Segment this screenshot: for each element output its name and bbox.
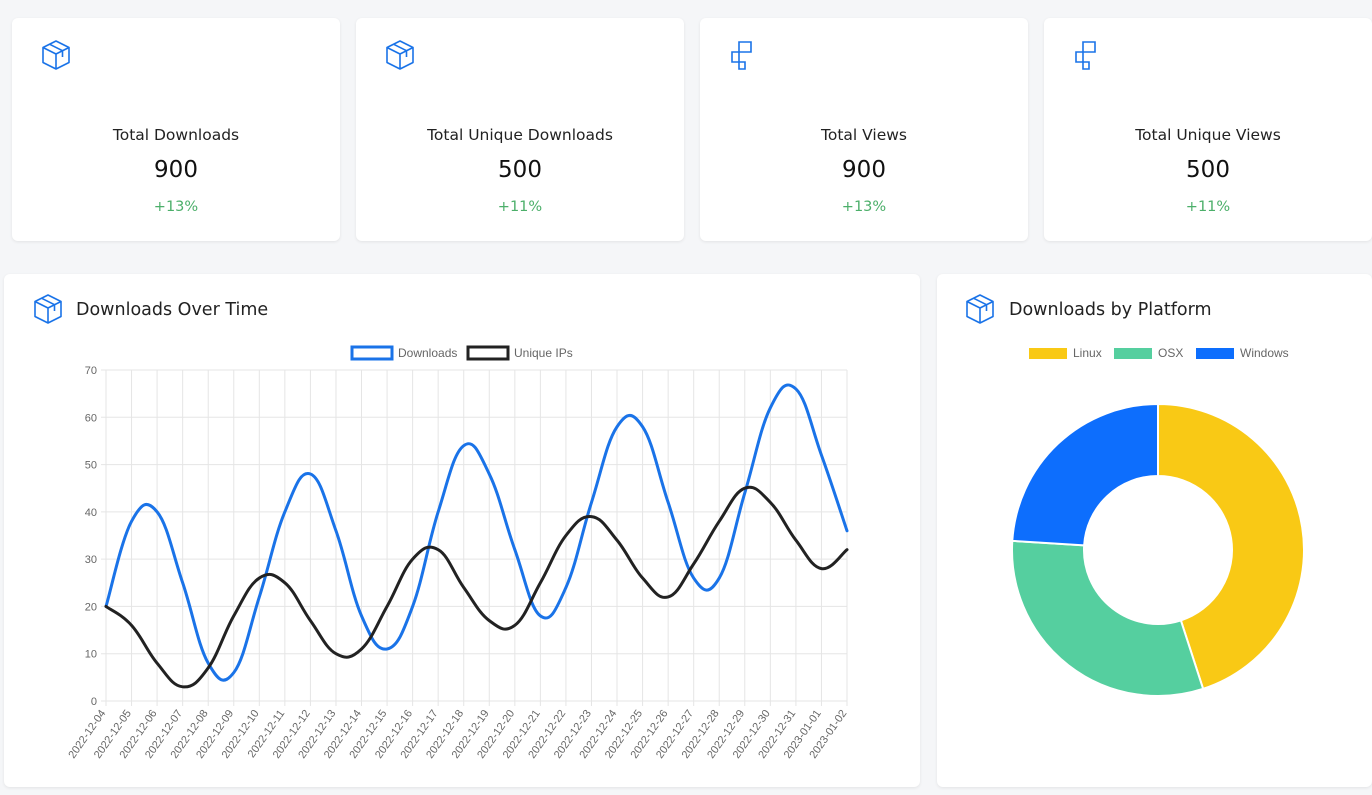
downloads-by-platform-panel: Downloads by Platform Linux OSX Windows [937, 274, 1372, 787]
stat-card-total-views: Total Views 900 +13% [700, 18, 1028, 241]
y-tick-label: 0 [91, 696, 97, 708]
stat-value: 900 [842, 157, 886, 183]
legend-swatch [350, 345, 394, 361]
pie-slice-linux [1157, 402, 1305, 691]
stat-card-total-downloads: Total Downloads 900 +13% [12, 18, 340, 241]
y-tick-label: 10 [85, 649, 97, 661]
stat-card-total-unique-views: Total Unique Views 500 +11% [1044, 18, 1372, 241]
chart-grid [101, 369, 848, 706]
stat-change: +11% [497, 199, 543, 215]
package-box-icon [966, 294, 994, 324]
y-tick-label: 30 [85, 554, 97, 566]
stat-value: 500 [1186, 157, 1230, 183]
line-chart: 0102030405060702022-12-042022-12-052022-… [66, 345, 849, 761]
legend-label: Unique IPs [514, 346, 573, 360]
panel-title: Downloads Over Time [76, 300, 269, 320]
package-box-icon [34, 294, 62, 324]
stat-title: Total Unique Downloads [427, 126, 613, 144]
legend-swatch [466, 345, 510, 361]
nodes-icon [1075, 41, 1096, 70]
package-box-icon [386, 40, 414, 70]
stat-change: +13% [153, 199, 199, 215]
downloads-over-time-panel: Downloads Over Time 0 10 20 30 40 50 60 70 2022-… [4, 274, 920, 787]
stat-value: 900 [154, 157, 198, 183]
pie-slice-windows [1011, 402, 1159, 547]
pie-chart: Linux OSX Windows [1011, 346, 1305, 697]
stat-title: Total Unique Views [1135, 126, 1281, 144]
y-tick-label: 70 [85, 365, 97, 377]
legend-label: OSX [1158, 346, 1183, 360]
nodes-icon [731, 41, 752, 70]
stat-title: Total Downloads [112, 126, 240, 144]
stat-change: +13% [841, 199, 887, 215]
y-tick-label: 20 [85, 601, 97, 613]
stat-value: 500 [498, 157, 542, 183]
panel-title: Downloads by Platform [1009, 300, 1212, 320]
package-box-icon [42, 40, 70, 70]
legend-swatch [1196, 348, 1234, 359]
legend-label: Downloads [398, 346, 457, 360]
y-tick-label: 50 [85, 460, 97, 472]
stat-card-total-unique-downloads: Total Unique Downloads 500 +11% [356, 18, 684, 241]
legend-label: Windows [1240, 346, 1289, 360]
pie-slice-osx [1011, 539, 1205, 697]
series-line-unique-ips [104, 485, 849, 689]
legend-swatch [1114, 348, 1152, 359]
series-line-downloads [104, 383, 849, 682]
legend-swatch [1029, 348, 1067, 359]
stat-title: Total Views [821, 126, 907, 144]
legend-label: Linux [1073, 346, 1102, 360]
stat-change: +11% [1185, 199, 1231, 215]
y-tick-label: 60 [85, 412, 97, 424]
y-tick-label: 40 [85, 507, 97, 519]
